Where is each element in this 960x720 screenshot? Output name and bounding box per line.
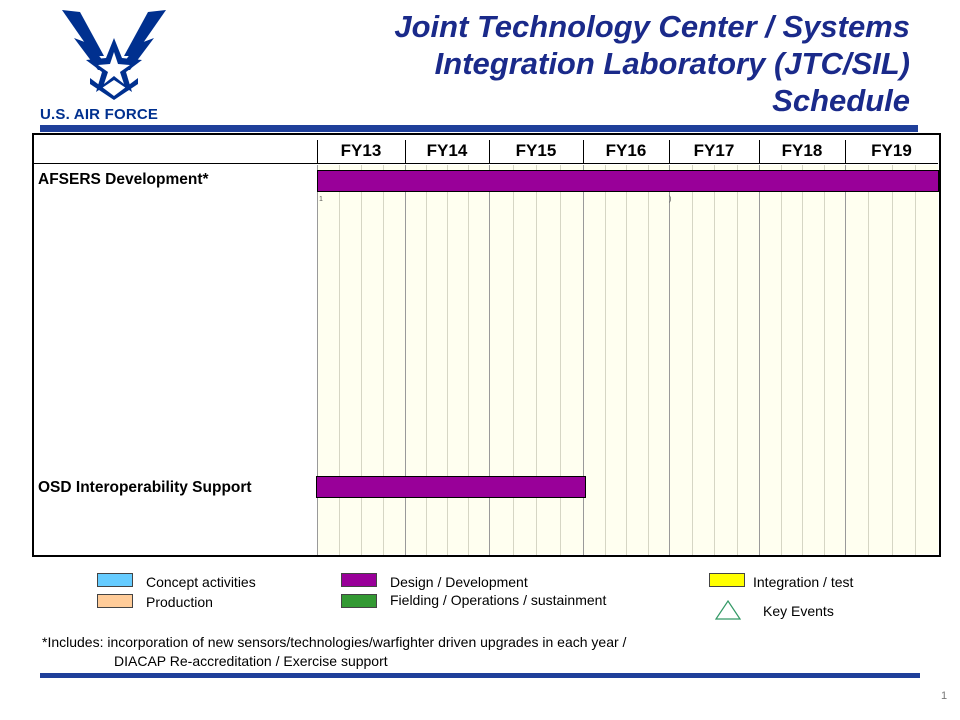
fy-separator — [845, 140, 846, 164]
fy-label-fy17: FY17 — [693, 141, 735, 160]
page-title: Joint Technology Center / Systems Integr… — [290, 8, 910, 119]
legend-swatch-concept — [97, 573, 133, 587]
logo-text: U.S. AIR FORCE — [40, 106, 159, 123]
fy-separator — [317, 140, 318, 164]
legend-label-design: Design / Development — [390, 574, 528, 590]
quarter-grid-line — [605, 165, 606, 555]
footnote-line-1: *Includes: incorporation of new sensors/… — [42, 634, 627, 650]
quarter-grid-line — [915, 165, 916, 555]
fy-label-fy13: FY13 — [340, 141, 382, 160]
task-bar-osd — [316, 476, 586, 498]
fy-grid-line — [405, 165, 406, 555]
task-bar-afsers — [317, 170, 939, 192]
fy-label-fy18: FY18 — [781, 141, 823, 160]
quarter-grid-line — [447, 165, 448, 555]
fy-separator — [669, 140, 670, 164]
fy-header-rule — [34, 163, 938, 164]
page-number: 1 — [941, 690, 948, 702]
fy-label-fy14: FY14 — [426, 141, 468, 160]
quarter-grid-line — [868, 165, 869, 555]
quarter-grid-line — [383, 165, 384, 555]
fy-separator — [405, 140, 406, 164]
quarter-grid-line — [648, 165, 649, 555]
air-force-wings-icon — [62, 10, 166, 100]
legend-swatch-production — [97, 594, 133, 608]
legend-swatch-integration — [709, 573, 745, 587]
quarter-grid-line — [802, 165, 803, 555]
legend-label-production: Production — [146, 594, 213, 610]
fy-grid-line — [759, 165, 760, 555]
legend-label-concept: Concept activities — [146, 574, 256, 590]
title-line-2: Integration Laboratory (JTC/SIL) — [434, 46, 910, 81]
quarter-grid-line — [626, 165, 627, 555]
quarter-grid-line — [737, 165, 738, 555]
header-rule — [40, 125, 918, 132]
fy-grid-line — [489, 165, 490, 555]
quarter-grid-line — [513, 165, 514, 555]
quarter-grid-line — [781, 165, 782, 555]
quarter-grid-line — [426, 165, 427, 555]
fy-label-fy15: FY15 — [515, 141, 557, 160]
fy-separator — [583, 140, 584, 164]
fy-grid-line — [669, 165, 670, 555]
fy-grid-line — [845, 165, 846, 555]
quarter-grid-line — [824, 165, 825, 555]
quarter-grid-line — [361, 165, 362, 555]
footnote-line-2: DIACAP Re-accreditation / Exercise suppo… — [114, 653, 388, 669]
fy-label-fy19: FY19 — [871, 141, 912, 160]
key-events-triangle-icon — [715, 600, 741, 620]
stray-mark-1: 1 — [319, 196, 323, 203]
legend-label-integration: Integration / test — [753, 574, 854, 590]
title-line-3: Schedule — [772, 83, 910, 118]
fy-separator — [489, 140, 490, 164]
task-label-afsers: AFSERS Development* — [38, 171, 209, 188]
footnote: *Includes: incorporation of new sensors/… — [42, 633, 626, 671]
legend-swatch-design — [341, 573, 377, 587]
quarter-grid-line — [692, 165, 693, 555]
legend-label-key-events: Key Events — [763, 603, 834, 619]
quarter-grid-line — [892, 165, 893, 555]
legend-swatch-fielding — [341, 594, 377, 608]
fy-label-fy16: FY16 — [605, 141, 647, 160]
legend-label-fielding: Fielding / Operations / sustainment — [390, 592, 607, 608]
quarter-grid-line — [536, 165, 537, 555]
fy-grid-line — [317, 165, 318, 555]
fy-separator — [759, 140, 760, 164]
quarter-grid-line — [468, 165, 469, 555]
title-line-1: Joint Technology Center / Systems — [394, 9, 910, 44]
quarter-grid-line — [714, 165, 715, 555]
quarter-grid-line — [560, 165, 561, 555]
stray-mark-2: ) — [669, 196, 672, 203]
footer-rule — [40, 673, 920, 678]
air-force-logo: U.S. AIR FORCE — [38, 8, 188, 126]
quarter-grid-line — [339, 165, 340, 555]
task-label-osd: OSD Interoperability Support — [38, 479, 252, 496]
fy-grid-line — [583, 165, 584, 555]
